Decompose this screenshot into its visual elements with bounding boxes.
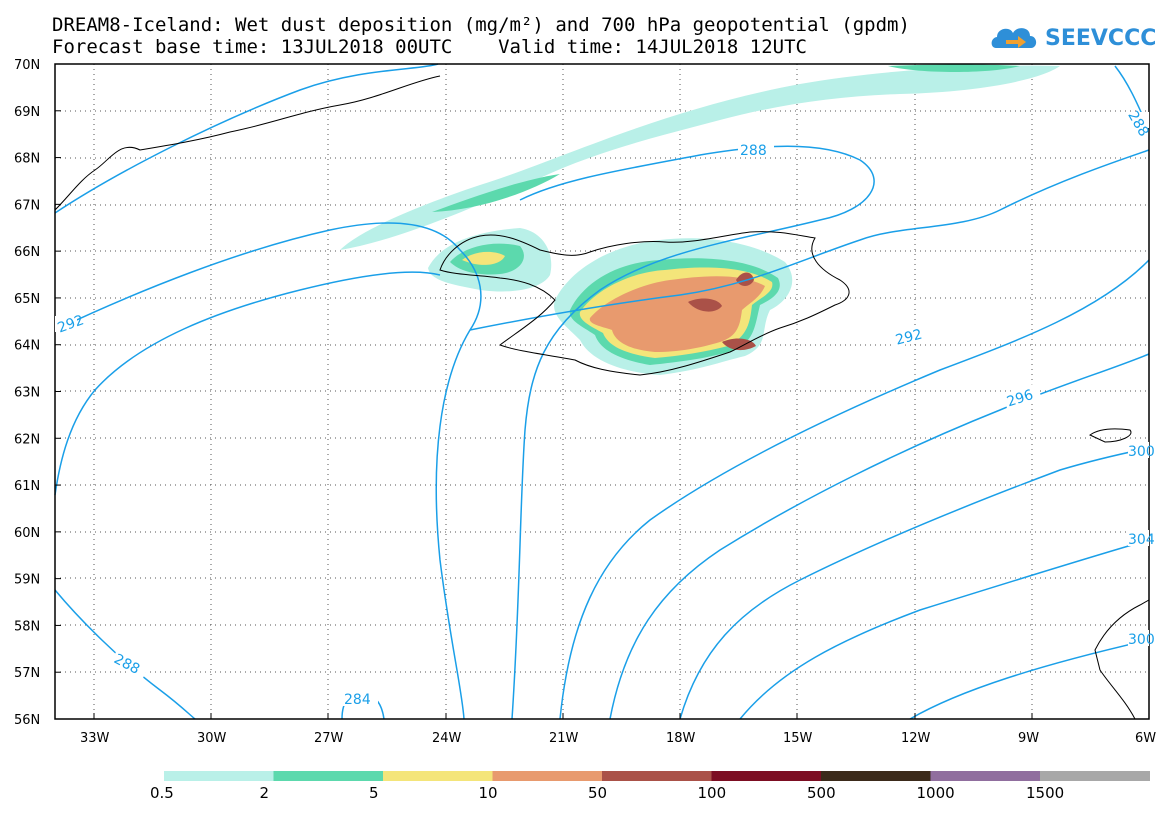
contour-288-iceland <box>511 145 875 720</box>
scotland-coast <box>1094 599 1150 720</box>
contour-label-group: 288 292 296 300 304 288 284 292 300 288 <box>55 108 1155 708</box>
latitude-label: 64N <box>14 339 40 354</box>
longitude-label: 30W <box>197 731 227 746</box>
contour-288-sw <box>54 589 196 720</box>
dust-band-north-core <box>888 64 1020 72</box>
latitude-label: 60N <box>14 526 40 541</box>
longitude-label: 27W <box>314 731 344 746</box>
latitude-axis: 70N 69N 68N 67N 66N 65N 64N 63N 62N 61N 60N 59N 58N 5… <box>14 58 61 728</box>
graticule <box>55 64 1149 719</box>
map-subtitle: Forecast base time: 13JUL2018 00UTC Vali… <box>52 36 807 58</box>
legend-swatch <box>930 771 1041 781</box>
legend-swatch <box>273 771 384 781</box>
cloud-icon <box>991 28 1037 48</box>
contour-288-north <box>54 63 439 214</box>
contour-label: 284 <box>344 692 371 708</box>
dust-deposition-field <box>340 64 1060 375</box>
longitude-label: 6W <box>1135 731 1156 746</box>
latitude-label: 62N <box>14 432 40 447</box>
contour-304 <box>739 539 1150 720</box>
longitude-label: 15W <box>783 731 813 746</box>
dust-streak-west <box>432 174 560 212</box>
legend-swatch <box>602 771 712 781</box>
map-frame <box>54 63 1150 720</box>
latitude-label: 68N <box>14 152 40 167</box>
legend-label: 10 <box>478 784 498 802</box>
longitude-axis: 33W 30W 27W 24W 21W 18W 15W 12W 9W 6W <box>80 713 1156 746</box>
legend-label: 500 <box>807 784 836 802</box>
legend-swatch <box>492 771 603 781</box>
latitude-label: 58N <box>14 619 40 634</box>
contour-308 <box>909 639 1150 720</box>
contour-label: 292 <box>55 312 86 336</box>
latitude-label: 57N <box>14 666 40 681</box>
contour-292-b <box>559 259 1150 720</box>
legend-swatch <box>711 771 822 781</box>
legend-swatch <box>383 771 493 781</box>
seevccc-logo <box>988 18 1128 58</box>
latitude-label: 59N <box>14 573 40 588</box>
legend-swatch <box>164 771 274 781</box>
legend-label: 2 <box>259 784 270 802</box>
legend-label: 100 <box>697 784 727 802</box>
longitude-label: 18W <box>666 731 696 746</box>
latitude-label: 65N <box>14 292 40 307</box>
contour-label: 296 <box>1005 387 1035 411</box>
coastlines <box>54 75 1150 720</box>
geopotential-contours <box>54 63 1150 720</box>
latitude-label: 70N <box>14 58 40 73</box>
contour-label: 300 <box>1128 632 1155 648</box>
latitude-label: 61N <box>14 479 40 494</box>
dust-core-10 <box>589 276 765 352</box>
contour-292-left <box>54 271 441 496</box>
contour-label: 300 <box>1128 444 1155 460</box>
greenland-coast <box>54 75 441 211</box>
logo-text: SEEVCCC <box>1045 26 1157 51</box>
iceland-coast <box>439 231 850 376</box>
contour-292-east <box>469 149 1150 331</box>
dust-band-north <box>340 65 1060 250</box>
latitude-label: 66N <box>14 245 40 260</box>
legend-colorbar <box>164 771 1150 781</box>
longitude-label: 33W <box>80 731 110 746</box>
contour-292 <box>54 222 482 720</box>
latitude-label: 56N <box>14 713 40 728</box>
latitude-label: 69N <box>14 105 40 120</box>
longitude-label: 9W <box>1018 731 1039 746</box>
longitude-label: 24W <box>432 731 462 746</box>
contour-label: 292 <box>894 327 924 349</box>
contour-label: 288 <box>740 143 767 159</box>
legend-label: 0.5 <box>150 784 174 802</box>
faroe-coast <box>1089 428 1132 443</box>
contour-label: 304 <box>1128 532 1155 548</box>
legend-label: 1500 <box>1026 784 1065 802</box>
map-title: DREAM8-Iceland: Wet dust deposition (mg/… <box>52 14 910 36</box>
longitude-label: 21W <box>549 731 579 746</box>
legend-label: 50 <box>588 784 608 802</box>
legend-swatch <box>821 771 931 781</box>
contour-300 <box>679 447 1150 720</box>
legend-label: 1000 <box>916 784 955 802</box>
legend-swatch <box>1040 771 1150 781</box>
legend-label: 5 <box>369 784 379 802</box>
contour-296 <box>609 353 1150 720</box>
longitude-label: 12W <box>901 731 931 746</box>
latitude-label: 63N <box>14 386 40 401</box>
latitude-label: 67N <box>14 198 40 213</box>
